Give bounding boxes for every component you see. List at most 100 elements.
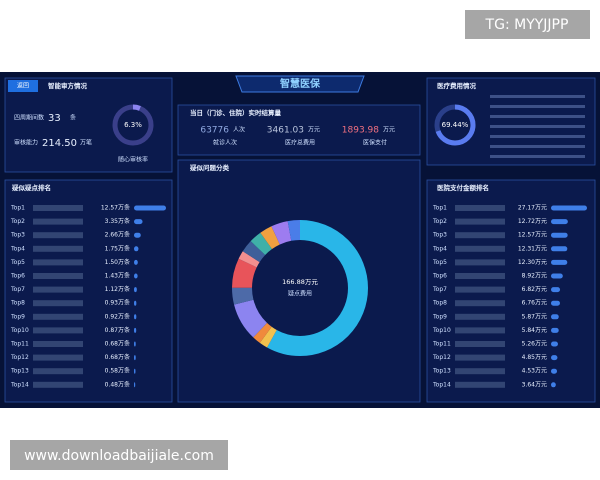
rank-value: 0.68万条 bbox=[105, 340, 130, 348]
name-blur bbox=[33, 327, 83, 334]
rank-value: 6.76万元 bbox=[522, 300, 547, 307]
rank-value: 5.26万元 bbox=[522, 341, 547, 348]
rank-value: 1.43万条 bbox=[105, 272, 130, 280]
rank: Top12 bbox=[10, 354, 29, 361]
rank-bar bbox=[134, 355, 136, 361]
rank-value: 5.87万元 bbox=[522, 313, 547, 320]
rate-caption: 随心审核率 bbox=[118, 156, 148, 164]
watermark: www.downloadbaijiale.com bbox=[24, 448, 214, 464]
stat-value: 33 bbox=[48, 113, 61, 124]
rank-bar bbox=[134, 273, 138, 279]
panel bbox=[4, 77, 173, 173]
name-blur bbox=[33, 381, 83, 388]
rank-bar bbox=[551, 219, 568, 225]
rank-value: 12.31万元 bbox=[518, 245, 547, 252]
name-blur bbox=[33, 232, 83, 239]
rank: Top6 bbox=[10, 273, 25, 280]
rank: Top9 bbox=[432, 313, 447, 320]
name-blur bbox=[33, 259, 83, 266]
rank: Top3 bbox=[432, 232, 447, 239]
rank-value: 1.50万条 bbox=[105, 258, 130, 266]
name-blur bbox=[455, 218, 505, 225]
rank-bar bbox=[551, 205, 587, 211]
ring-arc bbox=[112, 104, 154, 146]
stat-label: 审核能力 bbox=[14, 139, 38, 147]
table-row bbox=[490, 115, 585, 118]
stat-caption: 就诊人次 bbox=[213, 139, 237, 147]
rank: Top5 bbox=[10, 259, 25, 266]
watermark-box bbox=[10, 440, 228, 470]
name-blur bbox=[33, 273, 83, 279]
rank: Top8 bbox=[10, 300, 25, 307]
rank-bar bbox=[134, 287, 137, 293]
rank-value: 8.92万元 bbox=[522, 273, 547, 280]
stat-value: 3461.03 bbox=[267, 126, 304, 136]
rank: Top9 bbox=[10, 313, 25, 320]
name-blur bbox=[33, 368, 83, 375]
rank: Top8 bbox=[432, 300, 447, 307]
name-blur bbox=[33, 218, 83, 225]
rank: Top13 bbox=[10, 368, 29, 375]
rank-bar bbox=[134, 232, 141, 238]
back-label[interactable]: 返回 bbox=[17, 83, 29, 90]
name-blur bbox=[33, 341, 83, 347]
rank-value: 6.82万元 bbox=[522, 286, 547, 293]
panel bbox=[4, 179, 173, 403]
name-blur bbox=[33, 354, 83, 361]
name-blur bbox=[33, 205, 83, 211]
rank-bar bbox=[134, 341, 136, 347]
stat-value: 214.50 bbox=[42, 138, 77, 149]
header-frame bbox=[235, 75, 365, 93]
stat-caption: 医疗总费用 bbox=[285, 139, 315, 147]
rank-bar bbox=[134, 300, 137, 306]
table-row bbox=[490, 125, 585, 128]
rank: Top3 bbox=[10, 232, 25, 239]
stat-unit: 万笔 bbox=[80, 139, 92, 147]
table-row bbox=[490, 105, 585, 108]
rank: Top7 bbox=[10, 286, 25, 293]
rank-bar bbox=[551, 246, 568, 252]
rank: Top1 bbox=[432, 205, 447, 212]
back-button[interactable] bbox=[8, 80, 38, 92]
rank-value: 5.84万元 bbox=[522, 327, 547, 334]
rank: Top2 bbox=[10, 218, 25, 225]
stat-unit: 万元 bbox=[308, 127, 320, 134]
cost-table bbox=[490, 95, 585, 158]
rank-bar bbox=[551, 368, 558, 374]
rank-value: 12.72万元 bbox=[518, 218, 547, 225]
table-row bbox=[490, 135, 585, 138]
name-blur bbox=[455, 245, 505, 252]
rank: Top5 bbox=[432, 259, 447, 266]
name-blur bbox=[455, 327, 505, 334]
stat-unit: 万元 bbox=[383, 127, 395, 134]
table-row bbox=[490, 155, 585, 158]
name-blur bbox=[455, 259, 505, 266]
rank-bar bbox=[134, 205, 166, 211]
name-blur bbox=[455, 354, 505, 361]
rank-bar bbox=[551, 314, 559, 320]
rank: Top11 bbox=[10, 341, 29, 348]
rank-value: 12.57万元 bbox=[518, 232, 547, 239]
name-blur bbox=[455, 273, 505, 279]
rank-value: 12.30万元 bbox=[518, 259, 547, 266]
table-row bbox=[490, 145, 585, 148]
rank: Top6 bbox=[432, 273, 447, 280]
stat-label: 四周期间数 bbox=[14, 114, 44, 122]
stat-value: 63776 bbox=[200, 126, 229, 136]
name-blur bbox=[455, 205, 505, 211]
rank-bar bbox=[551, 259, 568, 265]
rank-bar bbox=[134, 327, 137, 333]
panel-title: 医院支付金额排名 bbox=[437, 183, 489, 192]
rank-value: 0.68万条 bbox=[105, 353, 130, 361]
name-blur bbox=[33, 245, 83, 252]
name-blur bbox=[33, 300, 83, 307]
donut-segment bbox=[232, 220, 368, 356]
rank: Top12 bbox=[432, 354, 451, 361]
rank-bar bbox=[134, 219, 143, 225]
donut-segment bbox=[232, 220, 368, 356]
rank-bar bbox=[551, 300, 560, 306]
donut-caption: 疑点费用 bbox=[288, 290, 312, 298]
name-blur bbox=[455, 300, 505, 307]
